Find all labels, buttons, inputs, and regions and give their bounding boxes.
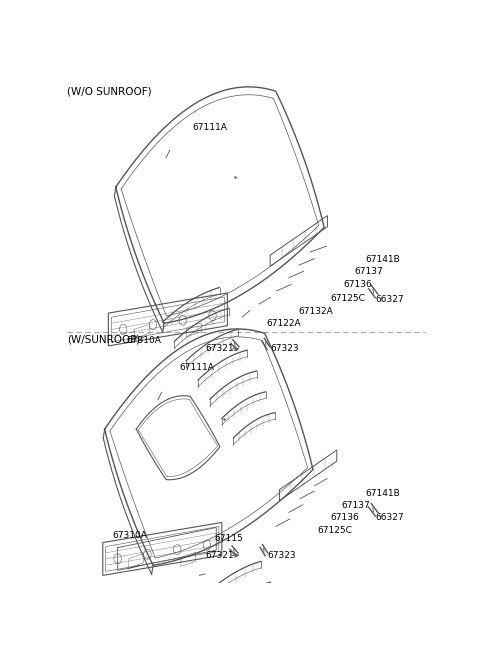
Text: 67111A: 67111A bbox=[179, 363, 214, 372]
Text: 67125C: 67125C bbox=[318, 525, 353, 534]
Text: 67137: 67137 bbox=[354, 267, 383, 276]
Text: 67321: 67321 bbox=[205, 345, 234, 354]
Text: 67310A: 67310A bbox=[126, 336, 161, 345]
Text: 67321: 67321 bbox=[205, 551, 234, 560]
Text: 67136: 67136 bbox=[344, 280, 372, 290]
Text: 67323: 67323 bbox=[270, 345, 299, 354]
Text: 67132A: 67132A bbox=[298, 307, 333, 316]
Text: 67323: 67323 bbox=[267, 551, 296, 560]
Text: (W/O SUNROOF): (W/O SUNROOF) bbox=[67, 86, 152, 96]
Text: 67310A: 67310A bbox=[112, 531, 147, 540]
Text: 67115: 67115 bbox=[215, 534, 243, 542]
Text: 67122A: 67122A bbox=[266, 319, 301, 328]
Text: 67141B: 67141B bbox=[365, 489, 400, 498]
Text: 66327: 66327 bbox=[375, 295, 404, 304]
Text: (W/SUNROOF): (W/SUNROOF) bbox=[67, 335, 141, 345]
Text: 67111A: 67111A bbox=[192, 122, 227, 132]
Text: 67136: 67136 bbox=[330, 514, 359, 523]
Text: 67141B: 67141B bbox=[365, 255, 400, 264]
Text: 67125C: 67125C bbox=[331, 293, 366, 303]
Text: 66327: 66327 bbox=[375, 514, 404, 523]
Text: 67137: 67137 bbox=[341, 501, 370, 510]
